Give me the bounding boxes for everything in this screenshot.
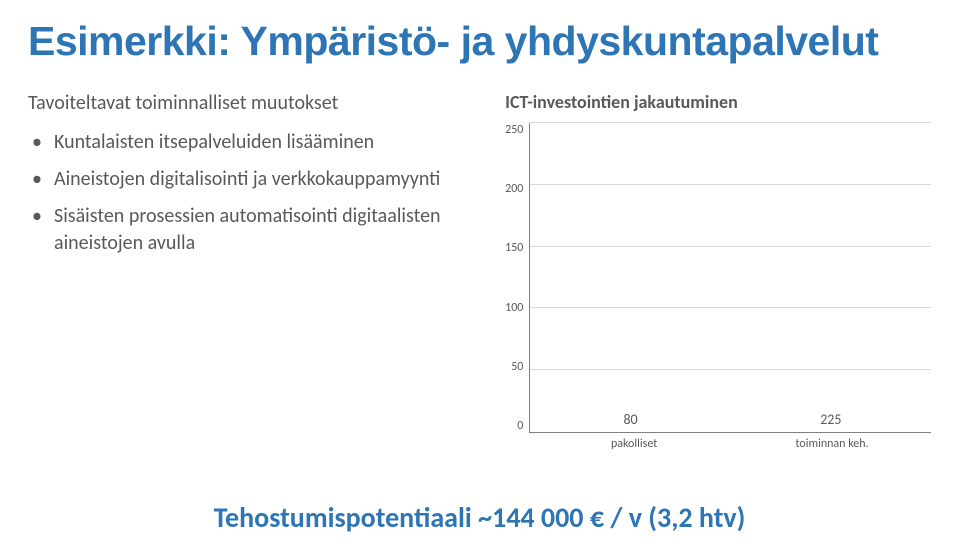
bar-value-label: 80: [623, 411, 637, 428]
left-heading: Tavoiteltavat toiminnalliset muutokset: [28, 91, 475, 115]
x-axis: pakolliset toiminnan keh.: [505, 433, 931, 451]
y-tick-label: 250: [505, 123, 523, 137]
slide: Esimerkki: Ympäristö- ja yhdyskuntapalve…: [0, 0, 959, 557]
y-tick-label: 100: [505, 301, 523, 315]
gridline: [530, 369, 931, 370]
y-tick-label: 50: [511, 360, 523, 374]
right-column: ICT-investointien jakautuminen 250 200 1…: [505, 91, 931, 451]
x-axis-spacer: [505, 433, 535, 451]
gridline: [530, 122, 931, 123]
bullet-list: Kuntalaisten itsepalveluiden lisääminen …: [28, 129, 475, 257]
slide-title: Esimerkki: Ympäristö- ja yhdyskuntapalve…: [28, 18, 931, 65]
x-tick-label: pakolliset: [535, 433, 733, 451]
bullet-item: Aineistojen digitalisointi ja verkkokaup…: [28, 166, 475, 193]
bullet-item: Sisäisten prosessien automatisointi digi…: [28, 203, 475, 257]
y-tick-label: 0: [517, 419, 523, 433]
y-tick-label: 200: [505, 182, 523, 196]
plot-area: 80 225: [529, 123, 931, 433]
bullet-item: Kuntalaisten itsepalveluiden lisääminen: [28, 129, 475, 156]
y-axis: 250 200 150 100 50 0: [505, 123, 529, 433]
bar-value-label: 225: [820, 411, 841, 428]
gridline: [530, 184, 931, 185]
y-tick-label: 150: [505, 241, 523, 255]
footer-text: Tehostumispotentiaali ~144 000 € / v (3,…: [0, 500, 959, 535]
gridline: [530, 246, 931, 247]
gridline: [530, 307, 931, 308]
content-columns: Tavoiteltavat toiminnalliset muutokset K…: [28, 91, 931, 451]
left-column: Tavoiteltavat toiminnalliset muutokset K…: [28, 91, 475, 451]
x-axis-cells: pakolliset toiminnan keh.: [535, 433, 931, 451]
chart: 250 200 150 100 50 0 80 225: [505, 123, 931, 433]
x-tick-label: toiminnan keh.: [733, 433, 931, 451]
chart-title: ICT-investointien jakautuminen: [505, 91, 931, 113]
bars-container: 80 225: [530, 123, 931, 432]
